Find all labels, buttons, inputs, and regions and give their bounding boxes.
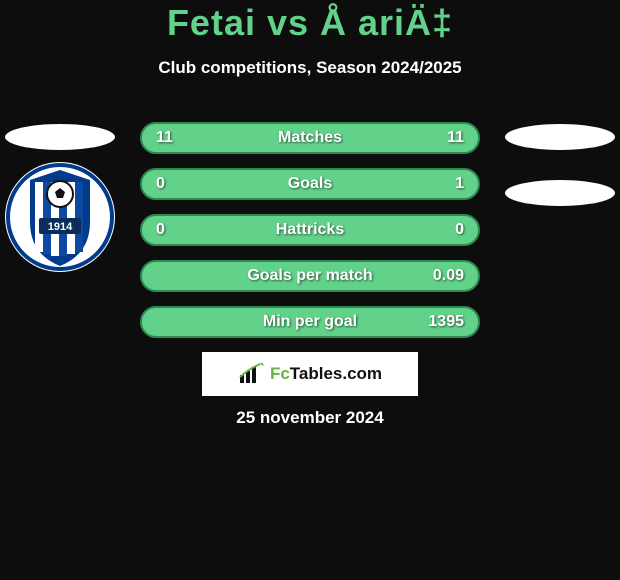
subtitle: Club competitions, Season 2024/2025: [0, 58, 620, 78]
right-player-ellipse-1: [505, 124, 615, 150]
brand-box: FcTables.com: [202, 352, 418, 396]
left-club-badge: 1914: [5, 162, 115, 272]
brand-chart-icon: [238, 363, 266, 385]
page-title: Fetai vs Å ariÄ‡: [0, 0, 620, 44]
generation-date: 25 november 2024: [0, 408, 620, 428]
stripe-6: [75, 182, 83, 252]
stat-value-left: 0: [156, 221, 196, 239]
stat-bar: 11Matches11: [140, 122, 480, 154]
stat-value-right: 0: [424, 221, 464, 239]
badge-year: 1914: [48, 221, 73, 233]
stat-value-left: 0: [156, 175, 196, 193]
club-badge-svg: 1914: [5, 162, 115, 272]
stat-bar: Goals per match0.09: [140, 260, 480, 292]
brand-prefix: Fc: [270, 364, 290, 383]
stat-value-right: 1: [424, 175, 464, 193]
left-player-column: 1914: [0, 120, 120, 272]
brand-text: FcTables.com: [270, 364, 382, 384]
stat-bar: Min per goal1395: [140, 306, 480, 338]
left-player-ellipse: [5, 124, 115, 150]
stat-label: Matches: [196, 129, 424, 147]
stat-bar: 0Hattricks0: [140, 214, 480, 246]
brand-suffix: Tables.com: [290, 364, 382, 383]
right-player-ellipse-2: [505, 180, 615, 206]
stat-label: Min per goal: [196, 313, 424, 331]
stats-container: 11Matches110Goals10Hattricks0Goals per m…: [140, 122, 480, 352]
stripe-1: [35, 182, 43, 252]
stat-bar: 0Goals1: [140, 168, 480, 200]
stat-value-left: 11: [156, 129, 196, 147]
stat-value-right: 11: [424, 129, 464, 147]
stat-label: Goals: [196, 175, 424, 193]
stat-label: Hattricks: [196, 221, 424, 239]
right-player-column: [500, 120, 620, 206]
stat-value-right: 1395: [424, 313, 464, 331]
stat-label: Goals per match: [196, 267, 424, 285]
stat-value-right: 0.09: [424, 267, 464, 285]
